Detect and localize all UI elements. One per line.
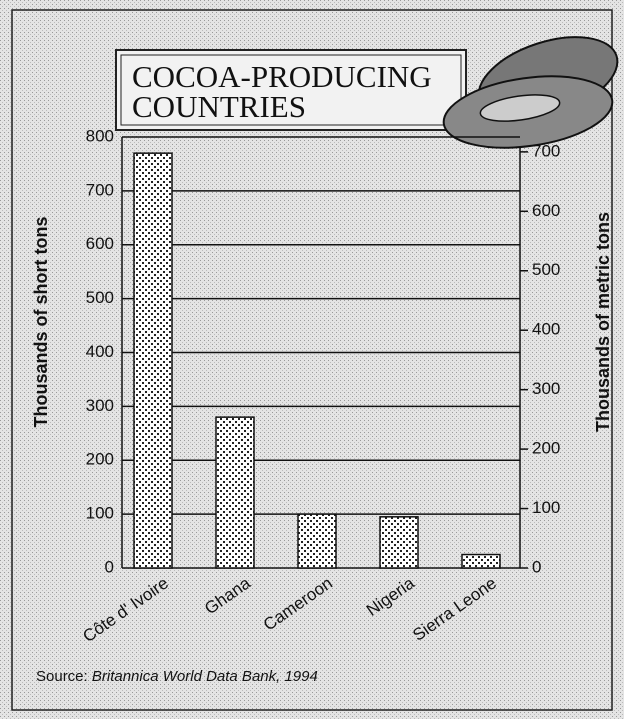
page: Thousands of short tons Thousands of met…	[0, 0, 624, 719]
bar	[134, 153, 172, 568]
chart-title: COCOA-PRODUCING COUNTRIES	[132, 62, 462, 122]
y2-tick-label: 400	[532, 320, 560, 339]
y-tick-label: 800	[86, 126, 114, 145]
y2-tick-label: 500	[532, 260, 560, 279]
y2-tick-label: 600	[532, 201, 560, 220]
y-tick-label: 200	[86, 450, 114, 469]
y2-tick-label: 200	[532, 439, 560, 458]
y2-tick-label: 300	[532, 379, 560, 398]
source-label: Source:	[36, 668, 88, 685]
bar	[462, 555, 500, 568]
y2-tick-label: 100	[532, 498, 560, 517]
y-tick-label: 500	[86, 288, 114, 307]
source: Source: Britannica World Data Bank, 1994	[36, 668, 318, 685]
y-tick-label: 100	[86, 504, 114, 523]
source-text: Britannica World Data Bank, 1994	[92, 668, 318, 685]
y2-tick-label: 0	[532, 557, 541, 576]
y-tick-label: 0	[105, 557, 114, 576]
bar	[298, 514, 336, 568]
bar	[380, 517, 418, 568]
y-tick-label: 400	[86, 342, 114, 361]
y2-tick-label: 700	[532, 141, 560, 160]
y2-axis-label: Thousands of metric tons	[593, 212, 613, 432]
bar	[216, 417, 254, 568]
y-tick-label: 600	[86, 234, 114, 253]
y-tick-label: 300	[86, 396, 114, 415]
y-axis-label: Thousands of short tons	[31, 217, 51, 428]
y-tick-label: 700	[86, 180, 114, 199]
